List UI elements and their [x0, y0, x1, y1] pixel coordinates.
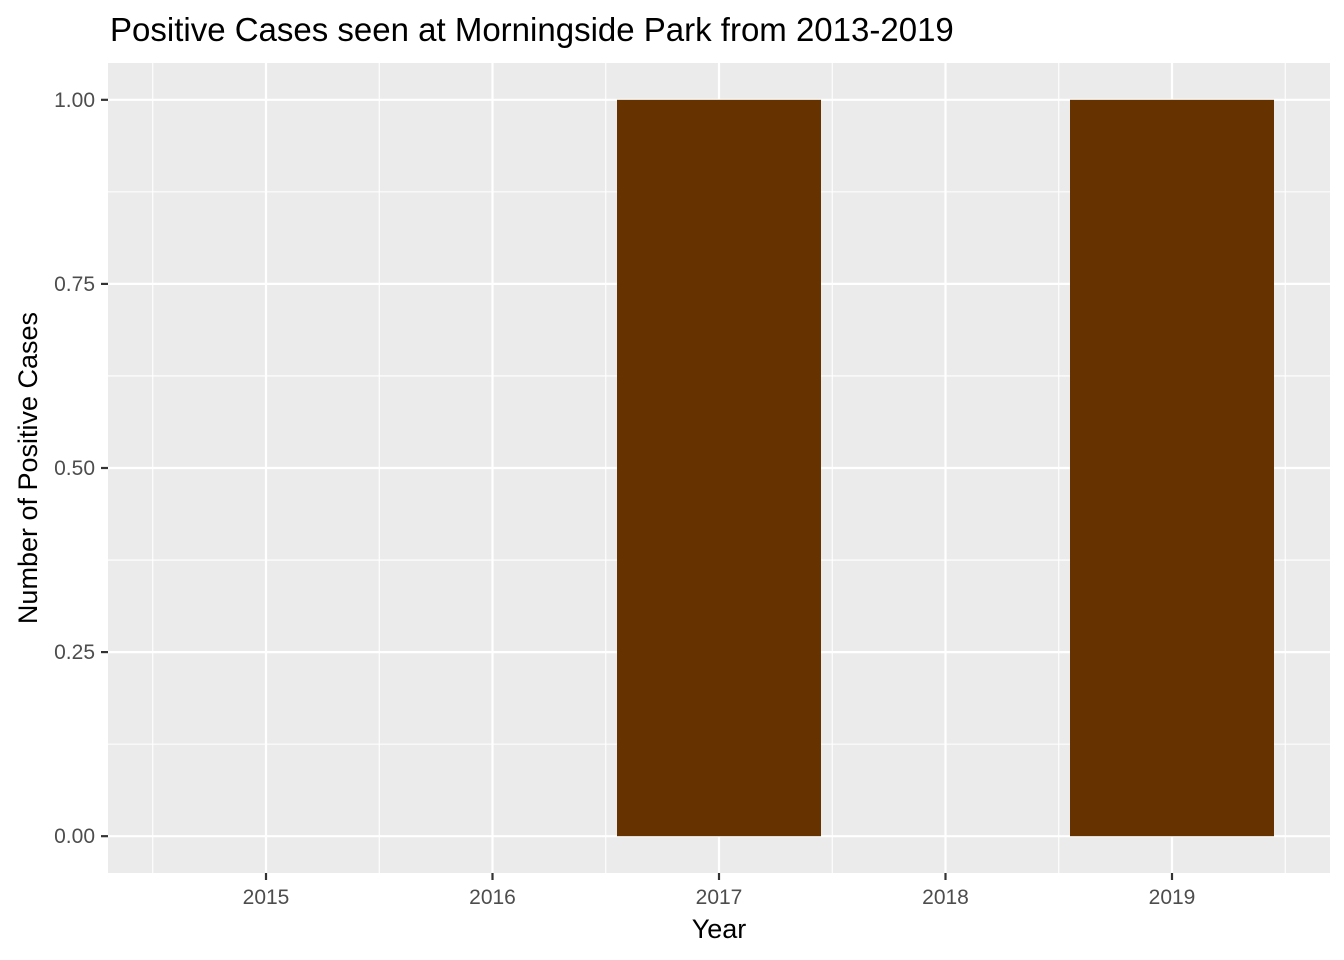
- bars: [617, 99, 1274, 837]
- y-tick-label: 1.00: [54, 89, 95, 112]
- x-tick-label: 2019: [1149, 886, 1196, 909]
- chart-title: Positive Cases seen at Morningside Park …: [110, 11, 954, 48]
- y-tick-label: 0.25: [54, 641, 95, 664]
- y-tick-label: 0.50: [54, 457, 95, 480]
- y-axis-title: Number of Positive Cases: [13, 312, 43, 624]
- y-axis: 0.00 0.25 0.50 0.75 1.00: [54, 89, 108, 848]
- x-tick-label: 2018: [922, 886, 969, 909]
- bar-2017: [617, 99, 821, 837]
- x-axis-title: Year: [692, 914, 747, 944]
- y-tick-label: 0.00: [54, 825, 95, 848]
- x-tick-label: 2017: [696, 886, 743, 909]
- bar-2019: [1070, 99, 1274, 837]
- y-tick-label: 0.75: [54, 273, 95, 296]
- x-tick-label: 2015: [243, 886, 290, 909]
- x-axis: 2015 2016 2017 2018 2019: [243, 873, 1196, 909]
- x-tick-label: 2016: [469, 886, 516, 909]
